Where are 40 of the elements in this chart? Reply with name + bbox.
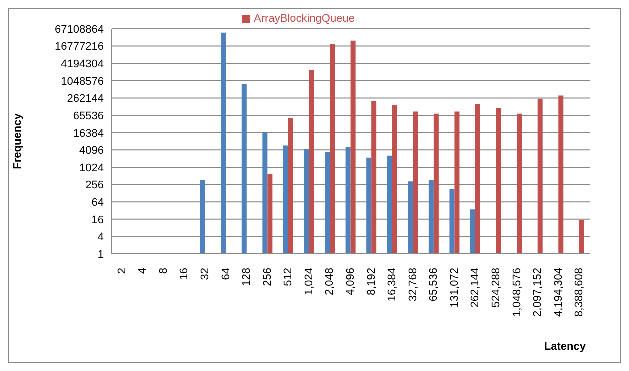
x-tick-label: 8,192 [366,268,378,296]
x-tick-label: 32,768 [407,268,420,302]
x-tick-label: 262,144 [470,268,482,308]
y-tick-label: 16777216 [55,41,104,54]
x-tick-label: 65,536 [428,268,440,302]
x-tick-label: 32 [200,268,212,280]
y-axis-title: Frequency [12,112,24,170]
x-tick-label: 256 [262,268,274,286]
y-tick-label: 1 [98,248,104,261]
x-tick-label: 512 [282,268,295,286]
x-tick-label: 1,024 [303,268,316,296]
y-tick-label: 4194304 [61,58,104,71]
x-tick-label: 4,096 [345,268,357,296]
x-tick-label: 2 [116,268,128,274]
legend-label: ArrayBlockingQueue [254,13,355,25]
y-tick-label: 256 [86,180,104,192]
x-tick-label: 4 [137,268,150,274]
x-tick-label: 128 [241,268,254,286]
x-tick-label: 16 [178,268,191,280]
y-tick-label: 65536 [73,110,104,122]
x-axis-title: Latency [544,341,587,353]
y-tick-label: 16 [92,214,104,226]
x-tick-label: 1,048,576 [511,268,524,317]
x-tick-label: 16,384 [386,268,399,302]
y-tick-label: 262144 [67,93,104,106]
x-tick-label: 8 [158,268,170,274]
x-tick-label: 524,288 [490,268,502,308]
y-tick-label: 1048576 [61,76,104,88]
y-tick-label: 1024 [80,162,104,174]
x-tick-label: 2,048 [324,268,336,296]
x-tick-label: 8,388,608 [574,268,586,317]
y-tick-label: 4096 [80,145,104,158]
x-tick-label: 2,097,152 [532,268,544,317]
x-tick-label: 64 [220,268,232,280]
y-tick-label: 67108864 [55,24,104,36]
y-tick-label: 16384 [73,128,104,140]
y-tick-label: 64 [92,196,104,209]
x-tick-label: 131,072 [448,268,461,308]
y-tick-label: 4 [98,232,104,244]
x-tick-label: 4,194,304 [552,268,565,317]
